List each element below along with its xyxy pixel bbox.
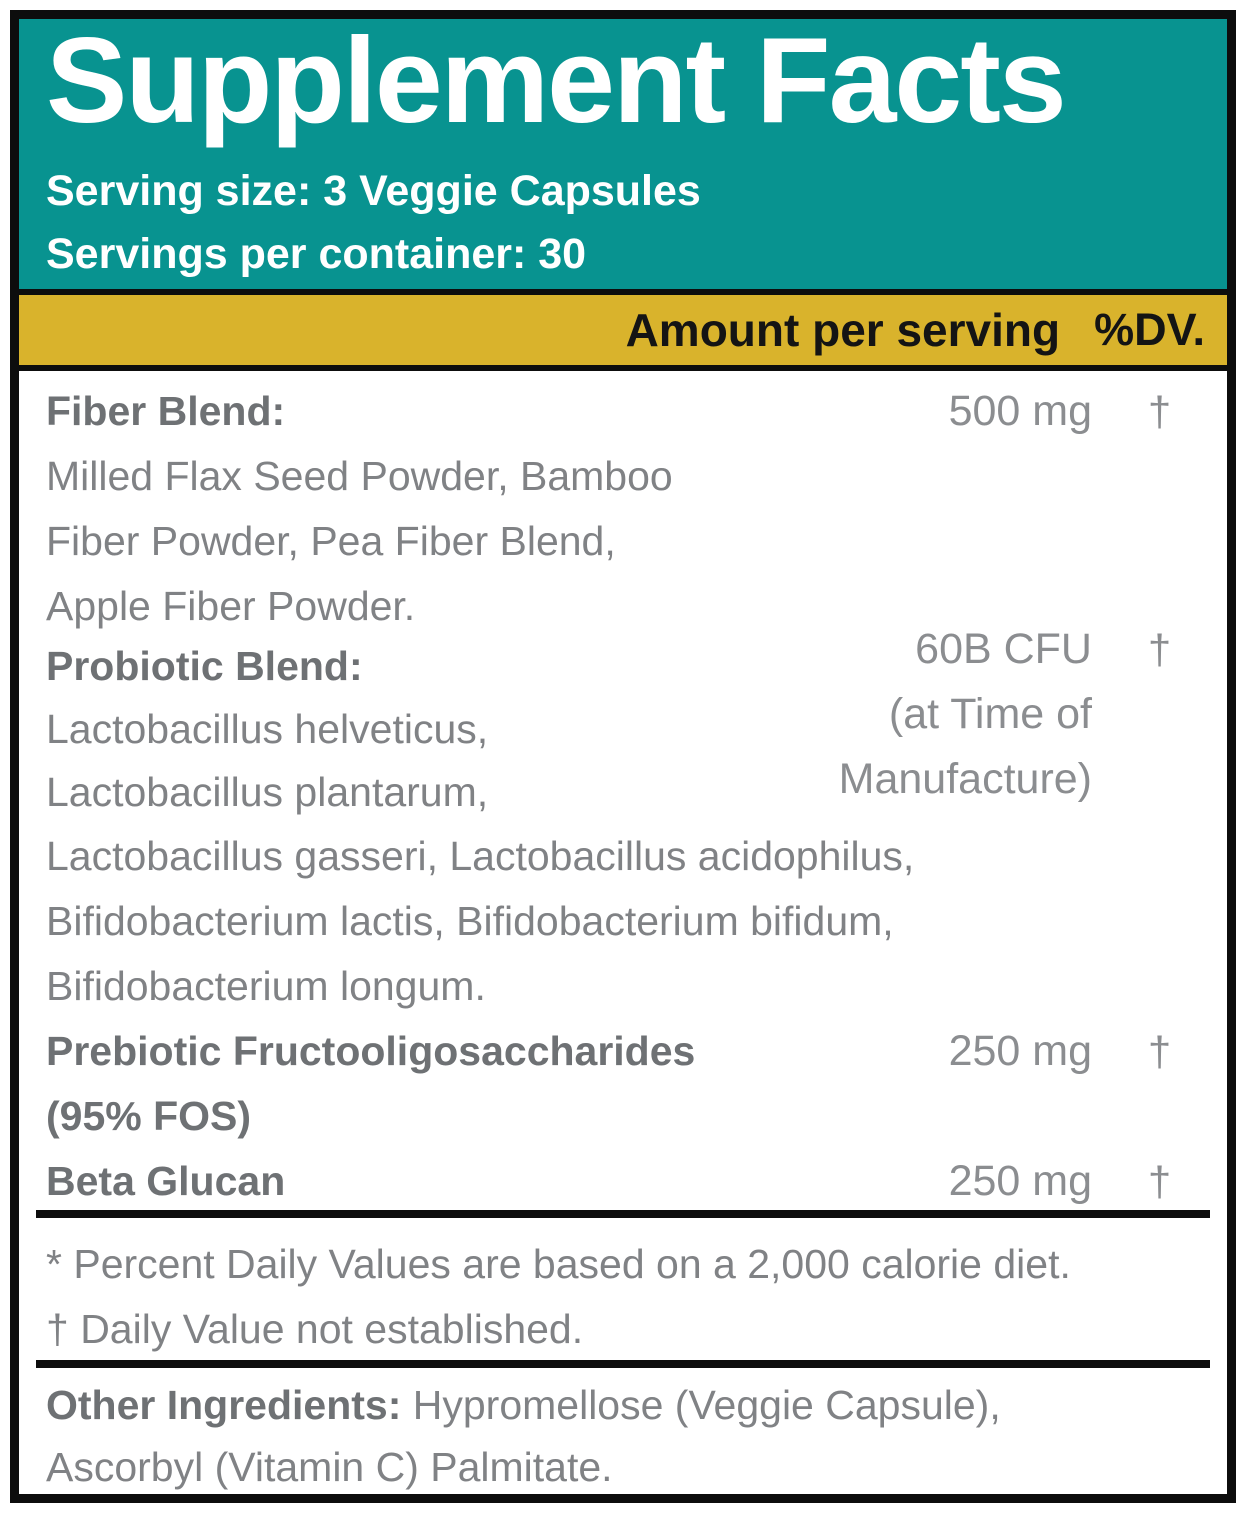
- label-header: Supplement Facts Serving size: 3 Veggie …: [19, 19, 1227, 290]
- row-prebiotic-fos: Prebiotic Fructooligosaccharides 250 mg …: [19, 1019, 1227, 1084]
- ingredient-description-line: Lactobacillus helveticus,: [46, 706, 489, 753]
- ingredient-amount: 500 mg: [948, 387, 1092, 436]
- ingredient-name: Fiber Blend:: [46, 388, 286, 435]
- row-beta-glucan: Beta Glucan 250 mg †: [19, 1149, 1227, 1214]
- column-header-bar: Amount per serving %DV.: [19, 295, 1227, 366]
- probiotic-amount-block: 60B CFU † (at Time of Manufacture): [839, 617, 1227, 812]
- footnote-daily-value: † Daily Value not established.: [46, 1306, 584, 1353]
- ingredient-description-line: Fiber Powder, Pea Fiber Blend,: [46, 518, 616, 565]
- ingredient-description-line: Bifidobacterium lactis, Bifidobacterium …: [46, 898, 894, 945]
- footnote-percent-dv: * Percent Daily Values are based on a 2,…: [46, 1241, 1071, 1288]
- ingredient-amount: 250 mg: [948, 1027, 1092, 1076]
- section-divider: [36, 1210, 1210, 1219]
- serving-size-text: Serving size: 3 Veggie Capsules: [46, 167, 701, 215]
- servings-per-container-text: Servings per container: 30: [46, 230, 587, 278]
- other-ingredients-text: Hypromellose (Veggie Capsule),: [401, 1382, 1001, 1429]
- supplement-facts-panel: Supplement Facts Serving size: 3 Veggie …: [10, 10, 1236, 1503]
- daily-value-symbol: †: [1147, 626, 1172, 674]
- ingredient-name: Beta Glucan: [46, 1158, 286, 1205]
- ingredient-description-line: Milled Flax Seed Powder, Bamboo: [46, 453, 673, 500]
- probiotic-name-block: Probiotic Blend: Lactobacillus helveticu…: [46, 635, 839, 824]
- divider-bar-bottom: [19, 365, 1227, 372]
- ingredient-amount: 60B CFU: [915, 625, 1092, 674]
- divider-bar-top: [19, 289, 1227, 296]
- other-ingredients-line: Other Ingredients: Hypromellose (Veggie …: [19, 1374, 1227, 1436]
- ingredient-description-line: Apple Fiber Powder.: [46, 583, 416, 630]
- section-divider: [36, 1360, 1210, 1369]
- ingredient-description-line: Lactobacillus plantarum,: [46, 769, 489, 816]
- amount-per-serving-header: Amount per serving: [625, 304, 1061, 357]
- row-probiotic-blend: Probiotic Blend: Lactobacillus helveticu…: [19, 617, 1227, 824]
- daily-value-symbol: †: [1147, 1028, 1172, 1076]
- ingredient-name-line2: (95% FOS): [46, 1093, 252, 1140]
- ingredient-description-line: Lactobacillus gasseri, Lactobacillus aci…: [46, 833, 915, 880]
- label-title: Supplement Facts: [46, 19, 1067, 148]
- row-fiber-blend: Fiber Blend: 500 mg †: [19, 379, 1227, 444]
- amount-note-line: (at Time of: [888, 690, 1092, 739]
- daily-value-symbol: †: [1147, 1158, 1172, 1206]
- other-ingredients-label: Other Ingredients:: [46, 1382, 402, 1429]
- other-ingredients-line2: Ascorbyl (Vitamin C) Palmitate.: [46, 1444, 613, 1491]
- ingredient-name: Probiotic Blend:: [46, 643, 363, 690]
- ingredients-table: Fiber Blend: 500 mg † Milled Flax Seed P…: [19, 371, 1227, 1494]
- amount-note-line: Manufacture): [838, 755, 1092, 804]
- ingredient-amount: 250 mg: [948, 1157, 1092, 1206]
- ingredient-name: Prebiotic Fructooligosaccharides: [46, 1028, 696, 1075]
- percent-dv-header: %DV.: [1094, 304, 1205, 356]
- ingredient-description-line: Bifidobacterium longum.: [46, 963, 486, 1010]
- daily-value-symbol: †: [1147, 388, 1172, 436]
